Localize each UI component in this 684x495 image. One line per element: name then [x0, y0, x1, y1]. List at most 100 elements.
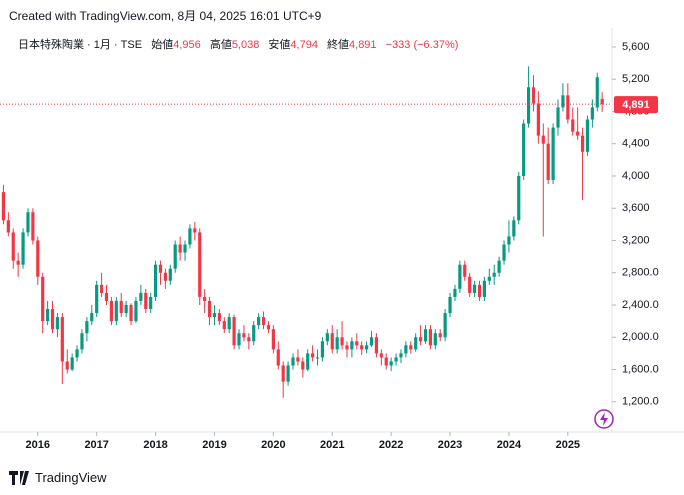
- candle-body: [526, 87, 531, 124]
- candle-body: [595, 77, 599, 108]
- candle-body: [556, 107, 560, 128]
- candle-body: [158, 264, 163, 273]
- candle-body: [522, 123, 526, 176]
- candle-body: [301, 361, 305, 370]
- y-tick-label: 1,200.0: [622, 396, 659, 408]
- candle-body: [399, 353, 403, 358]
- candle-body: [276, 349, 280, 366]
- candle-body: [571, 119, 575, 132]
- y-tick-label: 2,000.0: [622, 331, 659, 343]
- candle-body: [320, 341, 325, 358]
- candle-body: [207, 300, 212, 318]
- candle-body: [306, 353, 310, 370]
- close-label: 終値: [327, 39, 350, 51]
- candle-body: [119, 300, 123, 314]
- candle-body: [75, 349, 79, 358]
- candle-body: [492, 272, 496, 277]
- footer: TradingView: [9, 470, 107, 485]
- candle-body: [507, 236, 511, 245]
- candle-body: [16, 260, 20, 265]
- flash-icon[interactable]: [594, 409, 614, 429]
- candle-body: [512, 220, 516, 237]
- candle-body: [178, 244, 182, 253]
- candle-body: [330, 333, 334, 350]
- y-tick-label: 5,200: [622, 73, 650, 85]
- candle-body: [85, 321, 89, 334]
- flash-icon-bolt: [600, 412, 608, 426]
- candle-body: [350, 341, 354, 350]
- y-tick-label: 4,000: [622, 170, 650, 182]
- candle-body: [453, 288, 457, 297]
- candle-body: [237, 333, 241, 346]
- candle-body: [394, 357, 398, 362]
- candle-body: [11, 232, 15, 261]
- candle-body: [502, 244, 506, 261]
- last-price-label: 4,891: [622, 99, 650, 111]
- candle-body: [163, 272, 167, 281]
- x-tick-label: 2018: [143, 439, 167, 451]
- candle-body: [384, 357, 388, 366]
- candle-body: [261, 317, 266, 326]
- candle-body: [266, 325, 271, 330]
- candle-body: [458, 264, 462, 289]
- legend: 日本特殊陶業 · 1月 · TSE 始値4,956 高値5,038 安値4,79…: [18, 36, 464, 52]
- candle-body: [374, 337, 379, 354]
- candle-body: [463, 264, 467, 277]
- brand: TradingView: [35, 470, 107, 485]
- candle-body: [183, 244, 187, 253]
- candle-body: [315, 357, 320, 359]
- candle-body: [90, 313, 94, 322]
- y-tick-label: 1,600.0: [622, 363, 659, 375]
- candle-body: [428, 329, 433, 346]
- y-tick-label: 4,400: [622, 138, 650, 150]
- low-label: 安値: [268, 39, 291, 51]
- candle-body: [41, 276, 45, 322]
- candle-body: [271, 329, 275, 350]
- candle-body: [438, 333, 442, 338]
- candle-body: [114, 300, 118, 322]
- candle-body: [124, 305, 128, 314]
- candle-body: [531, 87, 536, 104]
- candle-body: [311, 353, 315, 358]
- candle-body: [134, 300, 138, 322]
- candle-body: [468, 276, 472, 293]
- candle-body: [482, 280, 486, 297]
- close-value: 4,891: [349, 39, 377, 51]
- candle-body: [433, 333, 437, 346]
- x-tick-label: 2020: [261, 439, 285, 451]
- candle-body: [198, 232, 202, 297]
- candle-body: [26, 212, 30, 233]
- candle-body: [472, 284, 477, 293]
- candle-body: [242, 333, 246, 338]
- candle-body: [585, 119, 590, 152]
- candle-body: [423, 329, 428, 342]
- candle-body: [286, 365, 290, 382]
- candle-body: [50, 309, 55, 330]
- candle-body: [247, 337, 251, 342]
- candle-body: [360, 345, 364, 350]
- candle-body: [232, 317, 236, 346]
- candle-body: [580, 135, 585, 152]
- candle-body: [291, 357, 295, 366]
- low-value: 4,794: [290, 39, 318, 51]
- last-price-box: [614, 96, 658, 114]
- y-tick-label: 3,200: [622, 234, 650, 246]
- candle-body: [227, 317, 231, 330]
- candle-body: [566, 95, 570, 120]
- x-tick-label: 2022: [379, 439, 403, 451]
- candle-body: [222, 321, 226, 330]
- y-tick-label: 3,600: [622, 202, 650, 214]
- x-tick-label: 2016: [26, 439, 50, 451]
- candle-body: [325, 333, 329, 342]
- candle-body: [168, 268, 172, 281]
- y-tick-label: 2,800.0: [622, 267, 659, 279]
- candle-body: [443, 313, 447, 338]
- candle-body: [418, 337, 423, 342]
- candle-body: [551, 127, 555, 180]
- x-tick-label: 2021: [320, 439, 344, 451]
- open-label: 始値: [151, 39, 174, 51]
- candle-body: [541, 135, 545, 144]
- candle-body: [203, 296, 207, 301]
- candle-body: [257, 317, 261, 326]
